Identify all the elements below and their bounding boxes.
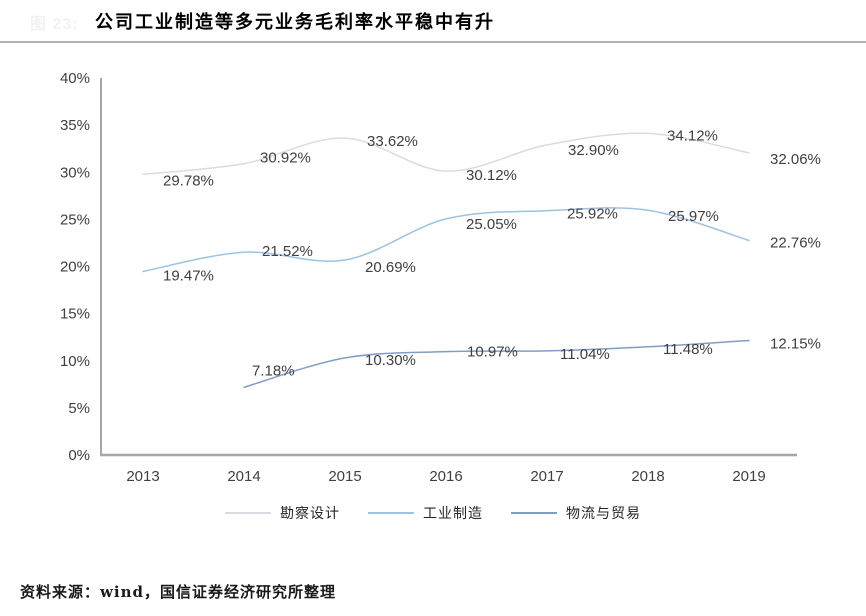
x-axis-tick-label: 2016 <box>429 468 462 485</box>
data-label: 21.52% <box>262 243 313 260</box>
y-axis-tick-label: 0% <box>68 447 90 464</box>
y-axis-tick-label: 10% <box>60 353 90 370</box>
data-label: 10.30% <box>365 352 416 369</box>
data-label: 32.90% <box>568 142 619 159</box>
data-label: 7.18% <box>252 362 295 379</box>
data-label: 32.06% <box>770 151 821 168</box>
data-label: 25.92% <box>567 206 618 223</box>
chart-title: 公司工业制造等多元业务毛利率水平稳中有升 <box>95 12 495 33</box>
legend-line-swatch <box>368 512 414 514</box>
legend-line-swatch <box>511 512 557 514</box>
data-label: 34.12% <box>667 127 718 144</box>
data-label: 25.05% <box>466 216 517 233</box>
y-axis-tick-label: 35% <box>60 117 90 134</box>
data-label: 11.04% <box>560 346 610 363</box>
legend-label: 工业制造 <box>423 506 483 522</box>
legend-label: 勘察设计 <box>280 506 340 522</box>
x-axis-tick-label: 2017 <box>530 468 563 485</box>
legend-item-1: 勘察设计 <box>225 503 340 523</box>
x-axis-tick-label: 2013 <box>126 468 159 485</box>
data-label: 10.97% <box>467 344 518 361</box>
x-axis-tick-label: 2015 <box>328 468 361 485</box>
legend-label: 物流与贸易 <box>566 506 641 522</box>
data-label: 30.92% <box>260 150 311 167</box>
chart-legend: 勘察设计 工业制造 物流与贸易 <box>0 503 866 523</box>
data-label: 30.12% <box>466 167 517 184</box>
series-line-1 <box>142 132 750 176</box>
data-label: 22.76% <box>770 234 821 251</box>
title-separator-line <box>0 41 866 43</box>
y-axis-tick-label: 30% <box>60 164 90 181</box>
data-label: 20.69% <box>365 259 416 276</box>
data-label: 33.62% <box>367 133 418 150</box>
legend-line-swatch <box>225 512 271 514</box>
y-axis-tick-label: 25% <box>60 211 90 228</box>
y-axis-tick-label: 40% <box>60 70 90 87</box>
y-axis-tick-label: 15% <box>60 306 90 323</box>
x-axis-tick-label: 2019 <box>732 468 765 485</box>
source-note: 资料来源：wind，国信证券经济研究所整理 <box>20 583 337 601</box>
series-line-3 <box>243 339 750 389</box>
data-label: 29.78% <box>163 172 214 189</box>
x-axis-tick-label: 2018 <box>631 468 664 485</box>
figure-number-label: 图 23: <box>30 16 79 33</box>
x-axis-tick-label: 2014 <box>227 468 260 485</box>
data-label: 25.97% <box>668 208 719 225</box>
y-axis-tick-label: 5% <box>68 400 90 417</box>
legend-item-3: 物流与贸易 <box>511 503 641 523</box>
data-label: 12.15% <box>770 335 821 352</box>
legend-item-2: 工业制造 <box>368 503 483 523</box>
data-label: 11.48% <box>663 341 713 358</box>
data-label: 19.47% <box>163 267 214 284</box>
series-line-2 <box>142 207 750 273</box>
y-axis-tick-label: 20% <box>60 259 90 276</box>
